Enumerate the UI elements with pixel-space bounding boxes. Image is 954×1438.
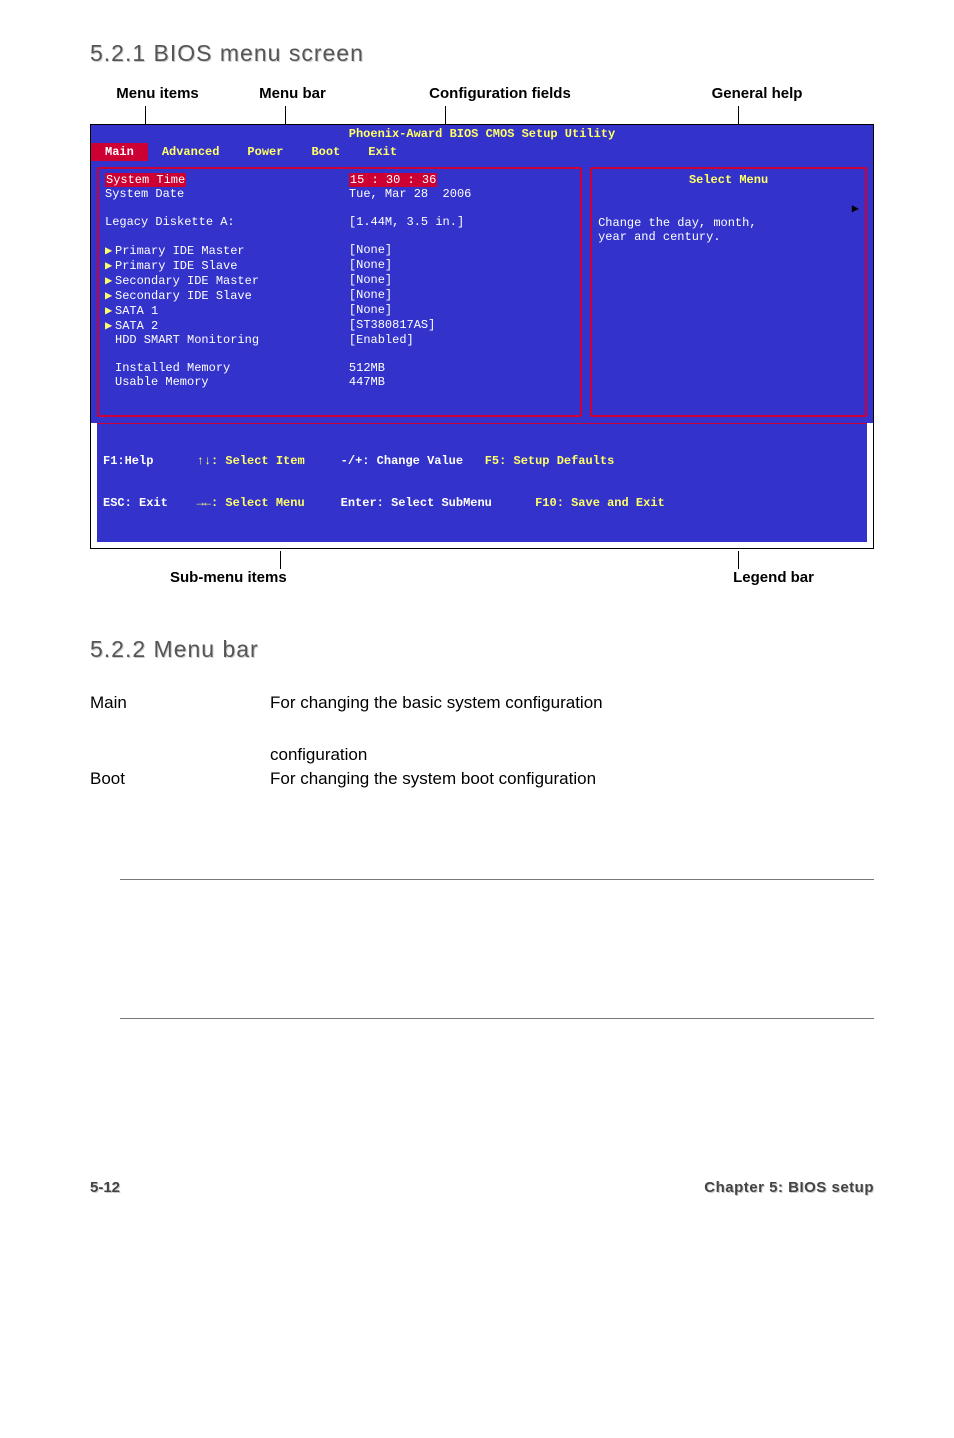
bios-screenshot: Phoenix-Award BIOS CMOS Setup Utility Ma… [90,124,874,549]
bios-tab-advanced[interactable]: Advanced [148,143,234,161]
menu-val-boot: For changing the system boot configurati… [270,769,874,789]
row-sata-1[interactable]: ▶SATA 1 [None] [105,303,574,318]
bios-tab-exit[interactable]: Exit [354,143,411,161]
system-date-label: System Date [105,187,349,201]
row-primary-ide-master[interactable]: ▶Primary IDE Master [None] [105,243,574,258]
row-hdd-smart[interactable]: HDD SMART Monitoring [Enabled] [105,333,574,347]
menu-key-blank [90,745,270,765]
primary-ide-slave-label: Primary IDE Slave [115,259,237,273]
top-labels-row: Menu items Menu bar Configuration fields… [90,85,874,102]
secondary-ide-slave-label: Secondary IDE Slave [115,289,252,303]
usable-memory-value: 447MB [349,375,574,389]
submenu-icon: ▶ [105,273,115,288]
section-heading-522: 5.2.2 Menu bar [90,636,874,663]
menu-bar-table: Main For changing the basic system confi… [90,693,874,789]
tick-row-bottom [90,549,874,569]
arrow-right-icon: ▶ [598,201,859,216]
installed-memory-label: Installed Memory [105,361,349,375]
label-general-help: General help [640,85,874,102]
sata-1-value: [None] [349,303,574,318]
note-box [90,879,874,1019]
sata-2-label: SATA 2 [115,319,158,333]
bios-right-panel: Select Menu ▶ Change the day, month, yea… [590,167,867,417]
submenu-icon: ▶ [105,258,115,273]
select-menu-title: Select Menu [598,173,859,187]
row-secondary-ide-master[interactable]: ▶Secondary IDE Master [None] [105,273,574,288]
menu-val-config: configuration [270,745,874,765]
table-row: Main For changing the basic system confi… [90,693,874,713]
submenu-icon: ▶ [105,288,115,303]
secondary-ide-master-label: Secondary IDE Master [115,274,259,288]
sata-1-label: SATA 1 [115,304,158,318]
table-row: Boot For changing the system boot config… [90,769,874,789]
bios-tab-bar: Main Advanced Power Boot Exit [91,143,873,161]
row-sata-2[interactable]: ▶SATA 2 [ST380817AS] [105,318,574,333]
row-legacy-diskette[interactable]: Legacy Diskette A: [1.44M, 3.5 in.] [105,215,574,229]
row-system-date[interactable]: System Date Tue, Mar 28 2006 [105,187,574,201]
bios-left-panel: System Time 15 : 30 : 36 System Date Tue… [97,167,582,417]
primary-ide-master-label: Primary IDE Master [115,244,245,258]
help-text-2: year and century. [598,230,859,244]
label-legend-bar: Legend bar [733,569,814,586]
row-system-time[interactable]: System Time 15 : 30 : 36 [105,173,574,187]
system-time-label: System Time [105,173,186,187]
table-row: configuration [90,745,874,765]
bios-title: Phoenix-Award BIOS CMOS Setup Utility [91,125,873,143]
label-submenu-items: Sub-menu items [170,569,287,586]
bios-footer: F1:Help ↑↓: Select Item -/+: Change Valu… [97,423,867,542]
system-time-value: 15 : 30 : 36 [349,173,437,187]
menu-val-main: For changing the basic system configurat… [270,693,874,713]
primary-ide-master-value: [None] [349,243,574,258]
tick-row-top [90,104,874,124]
row-installed-memory: Installed Memory 512MB [105,361,574,375]
label-config-fields: Configuration fields [360,85,640,102]
submenu-icon: ▶ [105,318,115,333]
primary-ide-slave-value: [None] [349,258,574,273]
legacy-diskette-label: Legacy Diskette A: [105,215,349,229]
bios-body: System Time 15 : 30 : 36 System Date Tue… [91,161,873,423]
submenu-icon: ▶ [105,303,115,318]
label-menu-bar: Menu bar [225,85,360,102]
secondary-ide-slave-value: [None] [349,288,574,303]
hdd-smart-value: [Enabled] [349,333,574,347]
chapter-label: Chapter 5: BIOS setup [704,1179,874,1196]
page-number: 5-12 [90,1179,120,1196]
section-heading-521: 5.2.1 BIOS menu screen [90,40,874,67]
page-footer: 5-12 Chapter 5: BIOS setup [90,1179,874,1196]
secondary-ide-master-value: [None] [349,273,574,288]
sata-2-value: [ST380817AS] [349,318,574,333]
row-usable-memory: Usable Memory 447MB [105,375,574,389]
help-text-1: Change the day, month, [598,216,859,230]
row-primary-ide-slave[interactable]: ▶Primary IDE Slave [None] [105,258,574,273]
bios-tab-main[interactable]: Main [91,143,148,161]
installed-memory-value: 512MB [349,361,574,375]
row-secondary-ide-slave[interactable]: ▶Secondary IDE Slave [None] [105,288,574,303]
menu-key-main: Main [90,693,270,713]
label-menu-items: Menu items [90,85,225,102]
submenu-icon: ▶ [105,243,115,258]
bios-tab-power[interactable]: Power [233,143,297,161]
below-labels: Sub-menu items Legend bar [90,569,874,586]
legacy-diskette-value: [1.44M, 3.5 in.] [349,215,574,229]
note-placeholder [120,879,874,1019]
usable-memory-label: Usable Memory [105,375,349,389]
hdd-smart-label: HDD SMART Monitoring [105,333,349,347]
system-date-value: Tue, Mar 28 2006 [349,187,574,201]
bios-tab-boot[interactable]: Boot [297,143,354,161]
menu-key-boot: Boot [90,769,270,789]
